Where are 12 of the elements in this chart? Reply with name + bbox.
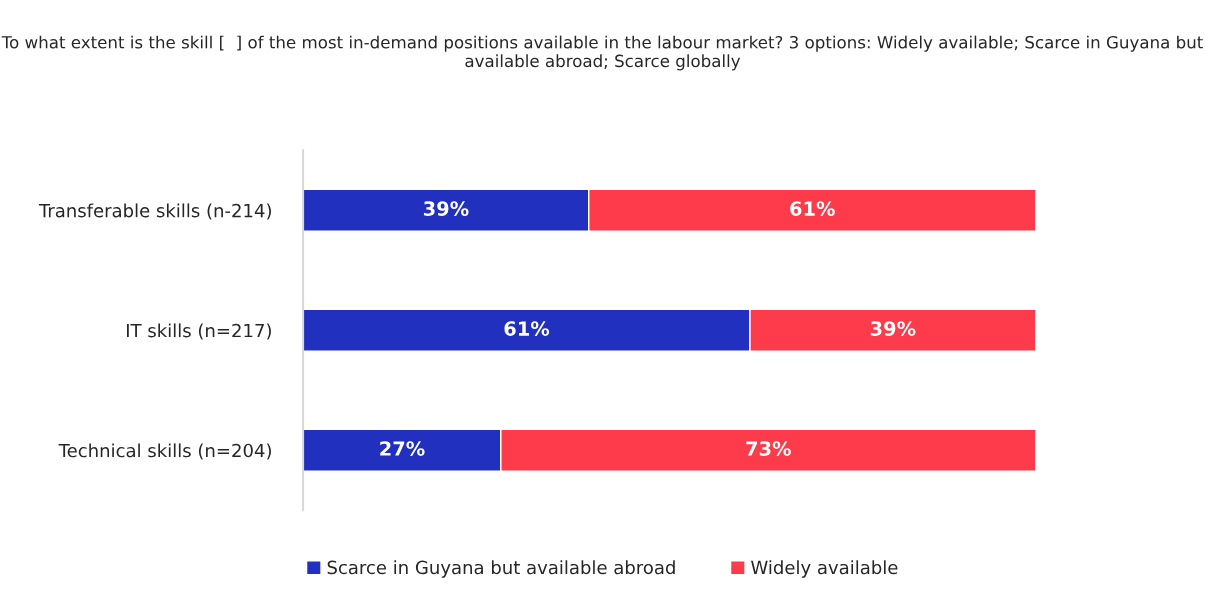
legend-label: Scarce in Guyana but available abroad	[327, 560, 675, 578]
y-tick-label: IT skills (n=217)	[127, 323, 271, 340]
data-label: 73%	[746, 441, 791, 456]
legend-label: Widely available	[751, 560, 898, 578]
data-label: 27%	[380, 441, 425, 456]
y-tick-label: Technical skills (n=204)	[58, 443, 271, 460]
data-label: 39%	[423, 201, 469, 216]
y-tick-label: Transferable skills (n-214)	[38, 203, 271, 220]
data-label: 39%	[870, 321, 916, 336]
data-label: 61%	[790, 201, 835, 216]
chart-title: To what extent is the skill [ ] of the most in-demand positions available in the labour market? 3 options: Widely available; Scarce in Guyana but available abroad; Scarce globally	[1, 35, 1203, 71]
data-label: 61%	[504, 321, 550, 336]
